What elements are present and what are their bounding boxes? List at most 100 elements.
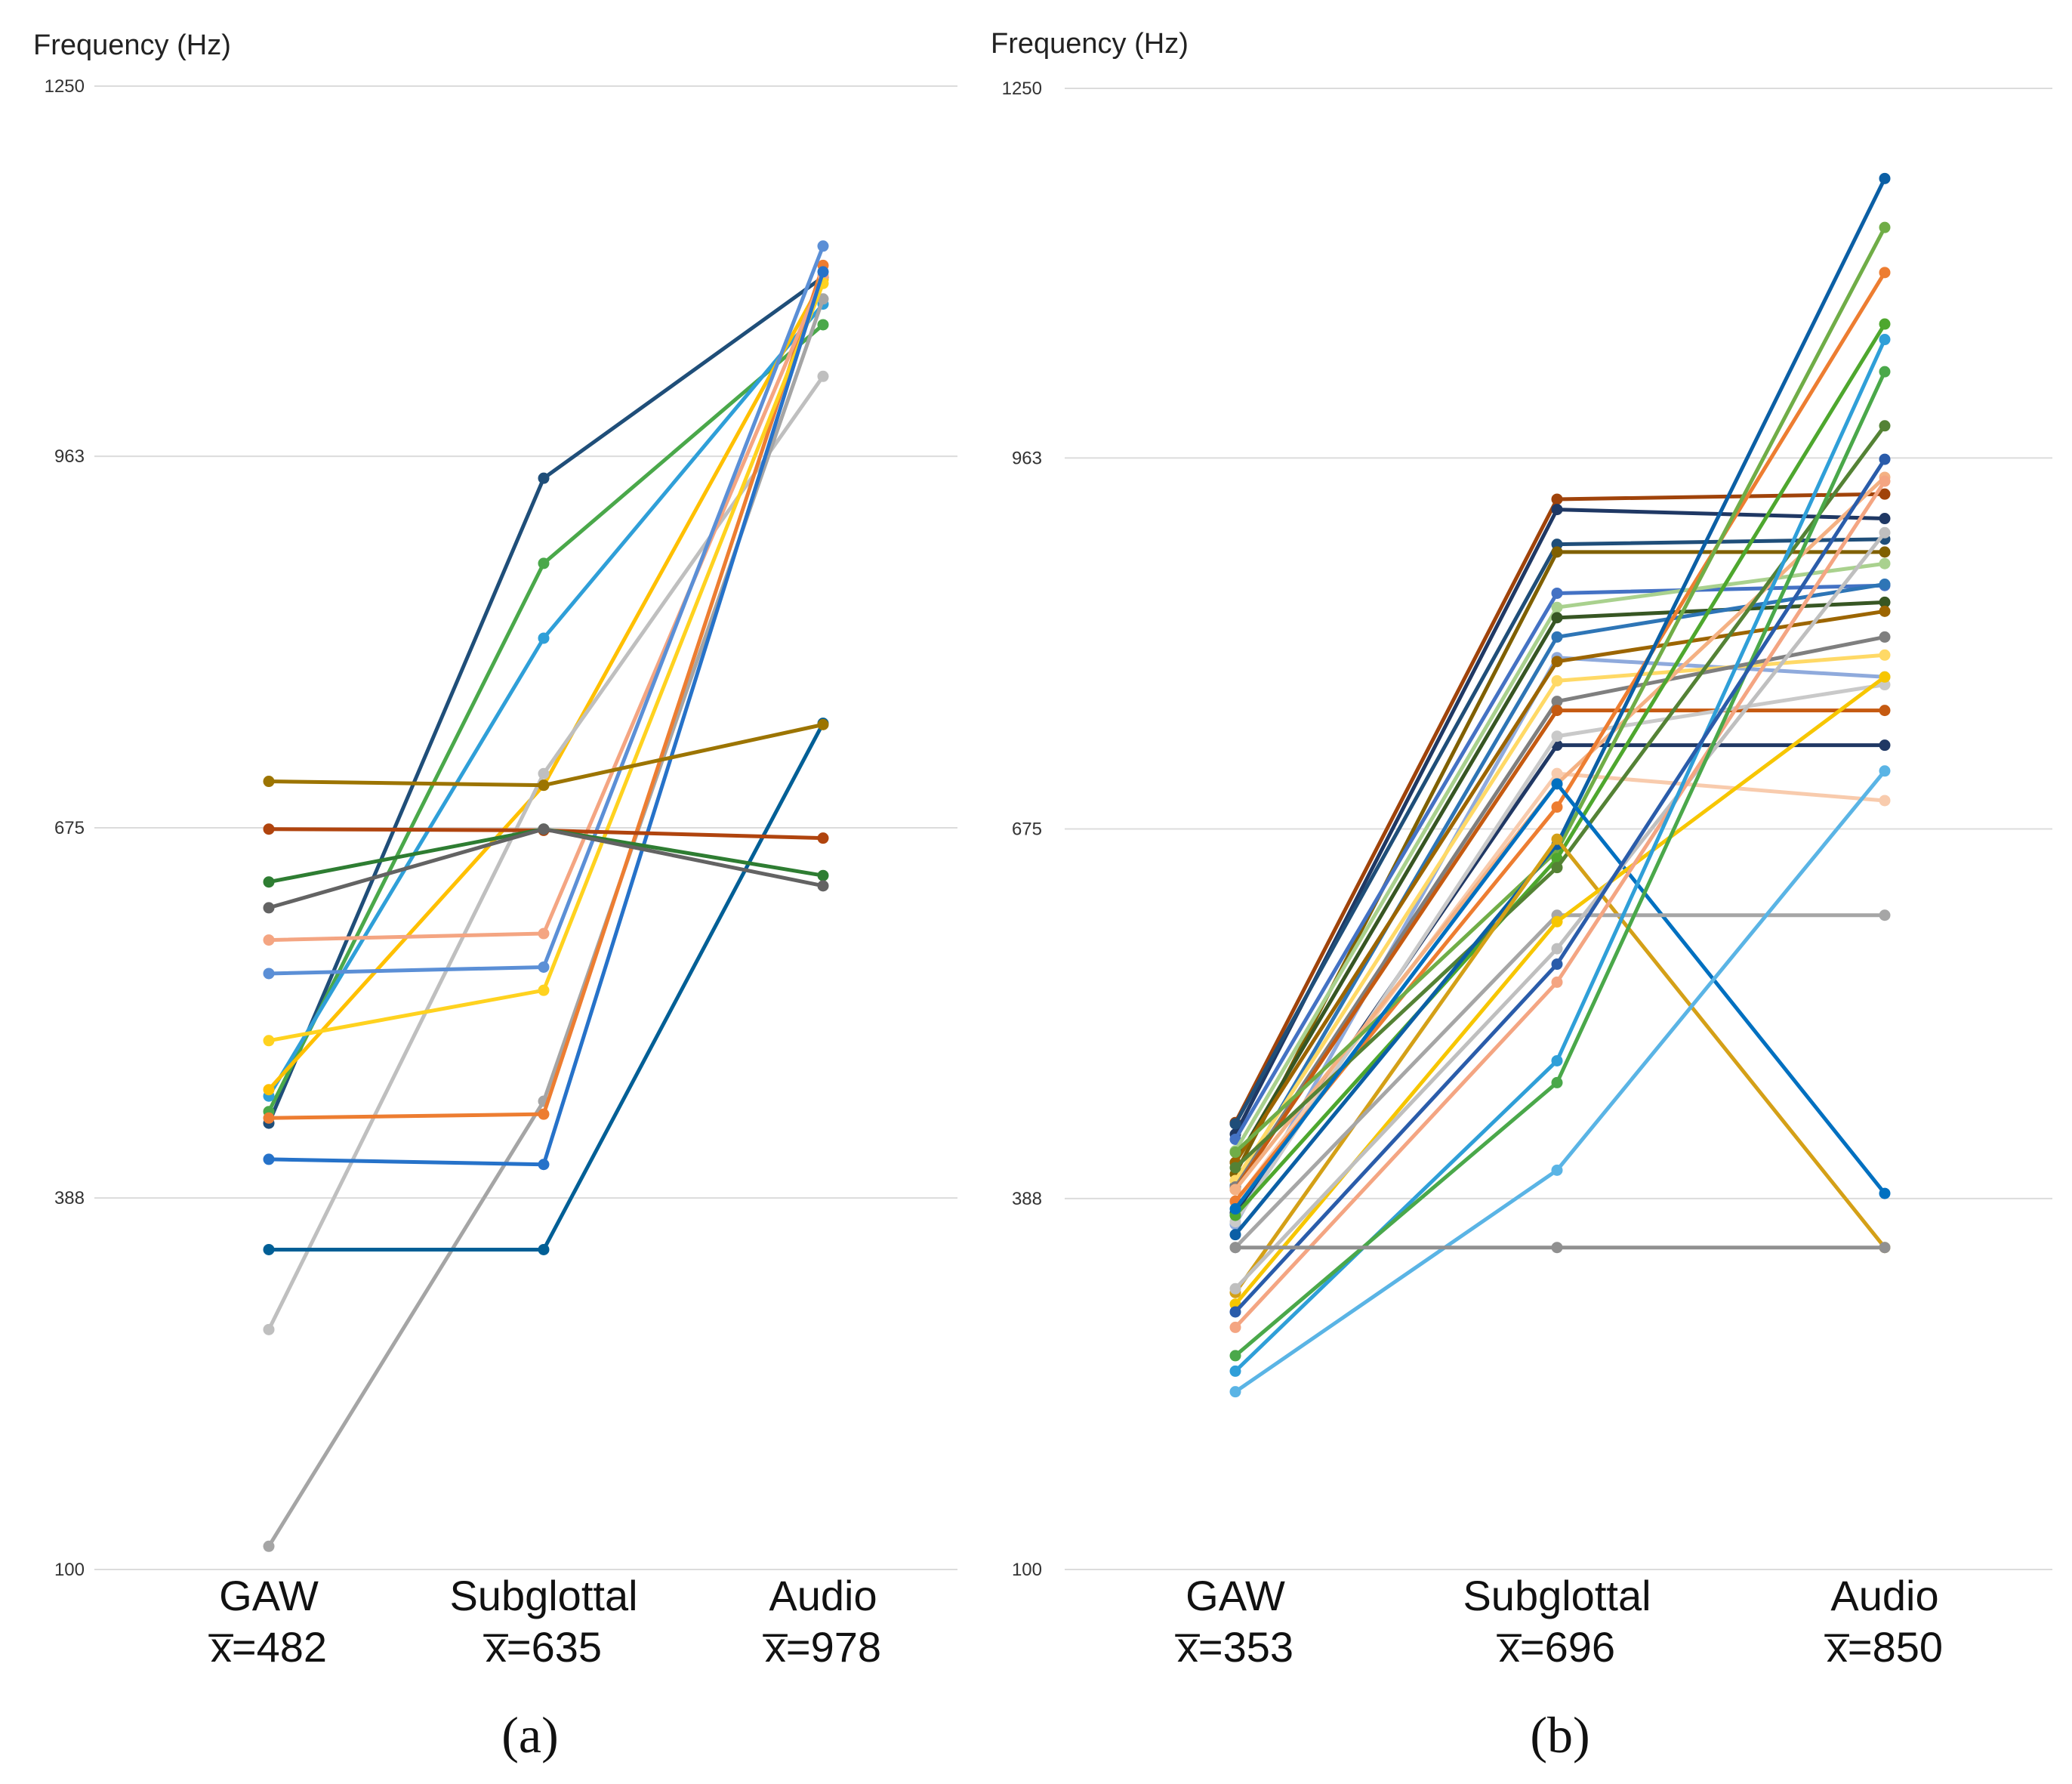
data-point <box>263 934 275 946</box>
data-point <box>263 968 275 980</box>
data-point <box>1229 1386 1241 1398</box>
data-point <box>1879 579 1891 591</box>
data-point <box>538 1159 550 1171</box>
series-s7 <box>263 259 829 1124</box>
panel-a-series <box>263 240 829 1552</box>
data-point <box>1879 671 1891 683</box>
data-point <box>817 869 829 881</box>
data-point <box>817 240 829 252</box>
y-tick-label: 1250 <box>1002 79 1042 99</box>
data-point <box>1229 1147 1241 1159</box>
series-s13 <box>263 718 829 792</box>
data-point <box>1879 909 1891 921</box>
series-s5 <box>263 370 829 1335</box>
data-point <box>538 767 550 779</box>
y-tick-label: 963 <box>1012 448 1042 468</box>
data-point <box>1551 696 1563 708</box>
y-tick-label: 388 <box>54 1188 85 1208</box>
series-t33 <box>1229 1242 1891 1254</box>
panel-b-y-ticks: 1250 963 675 388 100 <box>1002 79 1042 1580</box>
data-point <box>1551 1242 1563 1254</box>
category-mean-label: x̅=353 <box>1175 1623 1293 1671</box>
data-point <box>1879 221 1891 233</box>
data-point <box>263 1540 275 1552</box>
series-t15 <box>1229 767 1891 1208</box>
data-point <box>1551 943 1563 955</box>
data-point <box>1551 1164 1563 1176</box>
series-t32 <box>1229 453 1891 1318</box>
data-point <box>538 961 550 973</box>
panel-b: Frequency (Hz) 1250 963 675 388 100 GAWx̅=35… <box>991 28 2052 1764</box>
data-point <box>1551 976 1563 988</box>
data-point <box>1229 1306 1241 1318</box>
data-point <box>1551 493 1563 505</box>
data-point <box>1879 475 1891 487</box>
series-s8 <box>263 270 829 946</box>
data-point <box>263 1243 275 1255</box>
category-label: Subglottal <box>1463 1572 1651 1619</box>
data-point <box>1229 1133 1241 1145</box>
series-s9 <box>263 240 829 980</box>
panel-b-label: (b) <box>1530 1706 1589 1764</box>
data-point <box>1229 1350 1241 1362</box>
y-tick-label: 100 <box>54 1560 85 1580</box>
data-point <box>263 902 275 914</box>
data-point <box>1879 453 1891 465</box>
series-s10 <box>263 277 829 1047</box>
data-point <box>1879 705 1891 717</box>
data-point <box>1551 778 1563 790</box>
data-point <box>817 718 829 730</box>
series-t28 <box>1229 475 1891 1333</box>
data-point <box>817 319 829 331</box>
data-point <box>1879 596 1891 608</box>
category-mean-label: x̅=978 <box>763 1623 881 1671</box>
data-point <box>1551 767 1563 779</box>
data-point <box>263 823 275 835</box>
data-point <box>1551 546 1563 558</box>
data-point <box>538 1108 550 1120</box>
data-point <box>538 984 550 996</box>
category-mean-label: x̅=482 <box>208 1623 327 1671</box>
data-point <box>538 1243 550 1255</box>
data-point <box>1879 765 1891 777</box>
data-point <box>1551 656 1563 668</box>
category-label: GAW <box>1186 1572 1285 1619</box>
data-point <box>1551 833 1563 845</box>
data-point <box>1879 318 1891 330</box>
series-line <box>1233 582 1887 1188</box>
data-point <box>538 779 550 792</box>
data-point <box>817 266 829 278</box>
data-point <box>263 1323 275 1335</box>
data-point <box>817 832 829 844</box>
y-tick-label: 963 <box>54 446 85 467</box>
data-point <box>538 472 550 484</box>
data-point <box>538 823 550 835</box>
data-point <box>1229 1229 1241 1241</box>
data-point <box>1229 1365 1241 1377</box>
data-point <box>1879 513 1891 525</box>
data-point <box>1879 267 1891 279</box>
series-line <box>267 827 825 910</box>
data-point <box>1551 862 1563 874</box>
series-t10 <box>1229 649 1891 1187</box>
data-point <box>1551 730 1563 742</box>
data-point <box>1551 601 1563 613</box>
panel-a-gridlines <box>94 85 957 1570</box>
category-label: Audio <box>769 1572 877 1619</box>
data-point <box>263 776 275 788</box>
data-point <box>1879 172 1891 184</box>
category-mean-label: x̅=696 <box>1497 1623 1615 1671</box>
series-t31 <box>1229 765 1891 1398</box>
data-point <box>817 880 829 892</box>
data-point <box>1551 612 1563 624</box>
data-point <box>1879 557 1891 569</box>
data-point <box>1551 674 1563 687</box>
data-point <box>538 632 550 644</box>
category-mean-label: x̅=850 <box>1824 1623 1943 1671</box>
data-point <box>538 927 550 940</box>
series-line <box>267 273 825 943</box>
series-s2 <box>263 319 829 1118</box>
category-mean-label: x̅=635 <box>483 1623 602 1671</box>
